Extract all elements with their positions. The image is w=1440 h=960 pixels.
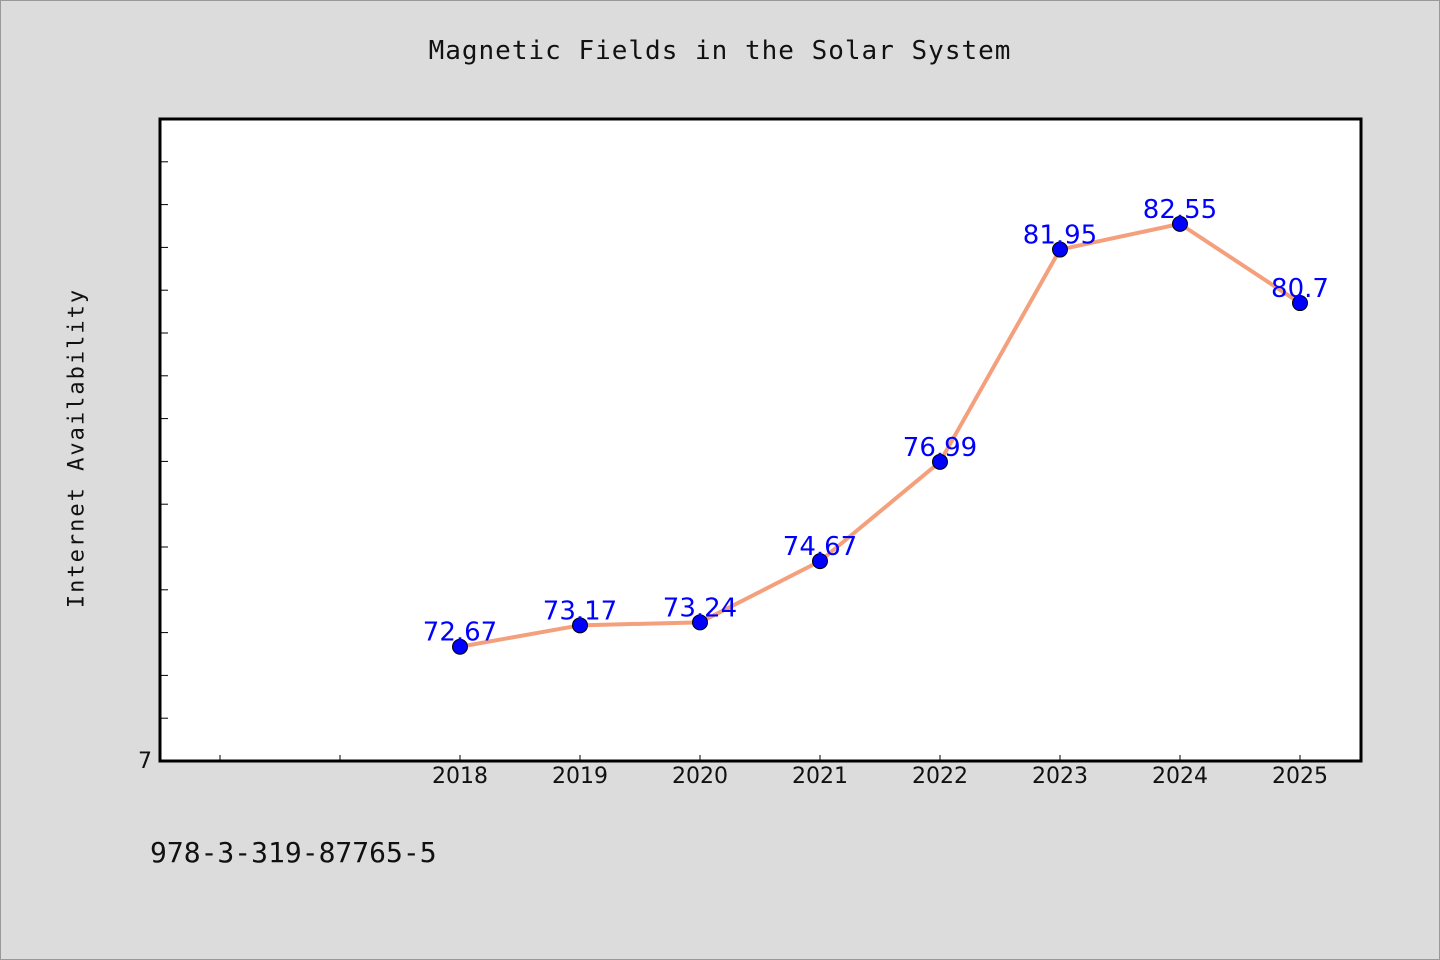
x-tick-label: 2023: [1032, 764, 1088, 789]
data-label: 80.7: [1271, 274, 1329, 304]
data-label: 82.55: [1143, 195, 1217, 225]
data-point: [932, 453, 948, 470]
data-label: 76.99: [903, 433, 977, 463]
data-point: [692, 614, 708, 631]
x-tick-label: 2019: [552, 764, 608, 789]
series: [452, 215, 1308, 655]
data-labels: 72.67 73.17 73.24 74.67 76.99 81.95 82.55 80.7: [423, 195, 1329, 648]
y-axis: 7: [138, 161, 168, 774]
data-point: [812, 553, 828, 570]
chart-title: Magnetic Fields in the Solar System: [428, 36, 1012, 66]
x-tick-label: 2020: [672, 764, 728, 789]
data-point: [452, 638, 468, 655]
data-label: 73.24: [663, 593, 737, 623]
footer-code: 978-3-319-87765-5: [150, 836, 437, 869]
data-label: 72.67: [423, 618, 497, 648]
x-tick-label: 2022: [912, 764, 968, 789]
x-tick-label: 2018: [432, 764, 488, 789]
data-point: [572, 617, 588, 634]
data-label: 73.17: [543, 596, 617, 626]
x-tick-label: 2025: [1272, 764, 1328, 789]
series-line: [459, 221, 1302, 649]
x-tick-label: 2024: [1152, 764, 1208, 789]
data-point: [1292, 295, 1308, 312]
y-tick-label: 7: [138, 749, 152, 774]
data-point: [1052, 241, 1068, 258]
x-tick-label: 2021: [792, 764, 848, 789]
data-label: 74.67: [783, 532, 857, 562]
data-label: 81.95: [1023, 221, 1097, 251]
data-point: [1172, 215, 1188, 232]
x-axis: 2018 2019 2020 2021 2022 2023 2024 2025: [219, 755, 1328, 789]
